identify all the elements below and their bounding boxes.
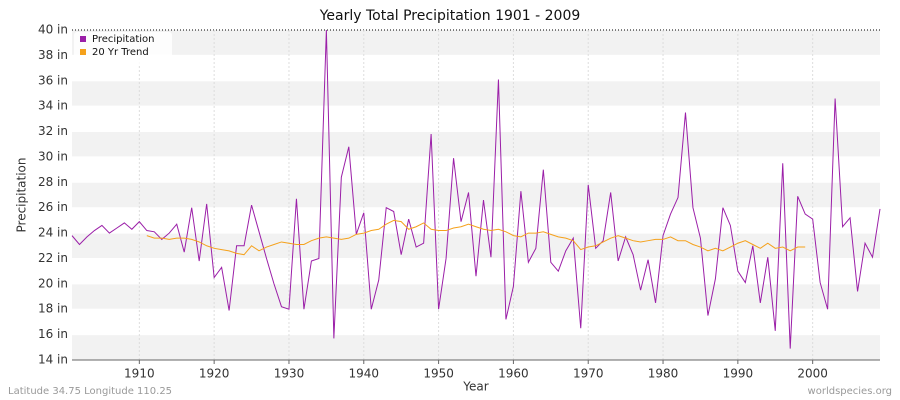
legend-label: Precipitation [92,34,155,45]
y-tick-label: 38 in [38,48,68,62]
grid-band [72,131,880,157]
y-tick-label: 26 in [38,200,68,214]
x-tick-label: 1930 [274,367,305,381]
grid-band [72,30,880,56]
data-line [146,219,806,256]
legend-swatch [80,49,86,55]
footer-location: Latitude 34.75 Longitude 110.25 [8,386,172,397]
data-line [71,29,881,349]
legend-swatch [80,36,86,42]
y-tick-label: 20 in [38,276,68,290]
y-tick-label: 30 in [38,149,68,163]
y-tick-label: 22 in [38,251,68,265]
x-axis-label: Year [462,380,488,394]
x-tick-label: 1970 [573,367,604,381]
grid-band [72,182,880,208]
legend-box [74,32,172,66]
y-tick-label: 14 in [38,353,68,367]
y-tick-label: 28 in [38,175,68,189]
grid-band [72,233,880,259]
grid-band [72,80,880,107]
x-tick-label: 1950 [423,367,454,381]
y-tick-label: 34 in [38,99,68,113]
x-tick-label: 1940 [349,367,380,381]
x-tick-label: 1960 [498,367,529,381]
grid-band [72,334,880,360]
legend-label: 20 Yr Trend [92,47,149,58]
chart-title: Yearly Total Precipitation 1901 - 2009 [319,8,581,24]
x-tick-label: 1920 [199,367,230,381]
y-tick-label: 32 in [38,124,68,138]
grid [72,29,880,361]
x-tick-label: 2000 [797,367,828,381]
x-tick-label: 1980 [648,367,679,381]
footer-source: worldspecies.org [808,386,892,397]
grid-band [72,283,880,310]
y-tick-label: 40 in [38,23,68,37]
y-tick-label: 36 in [38,73,68,87]
x-tick-label: 1990 [723,367,754,381]
y-axis-label: Precipitation [15,157,29,232]
y-tick-label: 16 in [38,327,68,341]
y-tick-label: 18 in [38,302,68,316]
y-tick-label: 24 in [38,226,68,240]
x-tick-label: 1910 [124,367,155,381]
